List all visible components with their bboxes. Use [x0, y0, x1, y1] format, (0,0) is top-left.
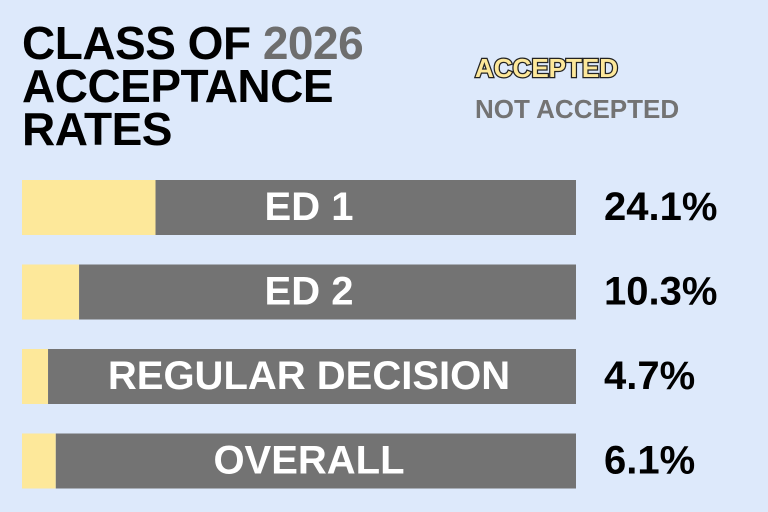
- category-label: ED 2: [265, 270, 354, 314]
- legend-entry: NOT ACCEPTED: [475, 94, 679, 124]
- value-label: 24.1%: [604, 185, 717, 229]
- bar-segment: [22, 180, 156, 235]
- bar-segment: [48, 349, 576, 404]
- value-label: 10.3%: [604, 270, 717, 314]
- value-label: 6.1%: [604, 439, 695, 483]
- bar-segment: [79, 264, 576, 320]
- category-label: OVERALL: [213, 439, 404, 483]
- bar-segment: [55, 433, 576, 489]
- value-label: 4.7%: [604, 354, 695, 398]
- title-year: 2026: [262, 17, 364, 69]
- title-lead: CLASS OF: [22, 17, 251, 69]
- bar-segment: [155, 180, 576, 235]
- chart-title: CLASS OF 2026 ACCEPTANCE RATES: [22, 20, 422, 152]
- legend-entry: ACCEPTED: [475, 53, 618, 83]
- category-label: ED 1: [265, 185, 354, 229]
- bar-segment: [22, 264, 80, 320]
- category-label: REGULAR DECISION: [108, 354, 510, 398]
- title-rest: ACCEPTANCE RATES: [22, 60, 334, 155]
- bar-segment: [22, 433, 56, 489]
- bar-segment: [22, 349, 49, 404]
